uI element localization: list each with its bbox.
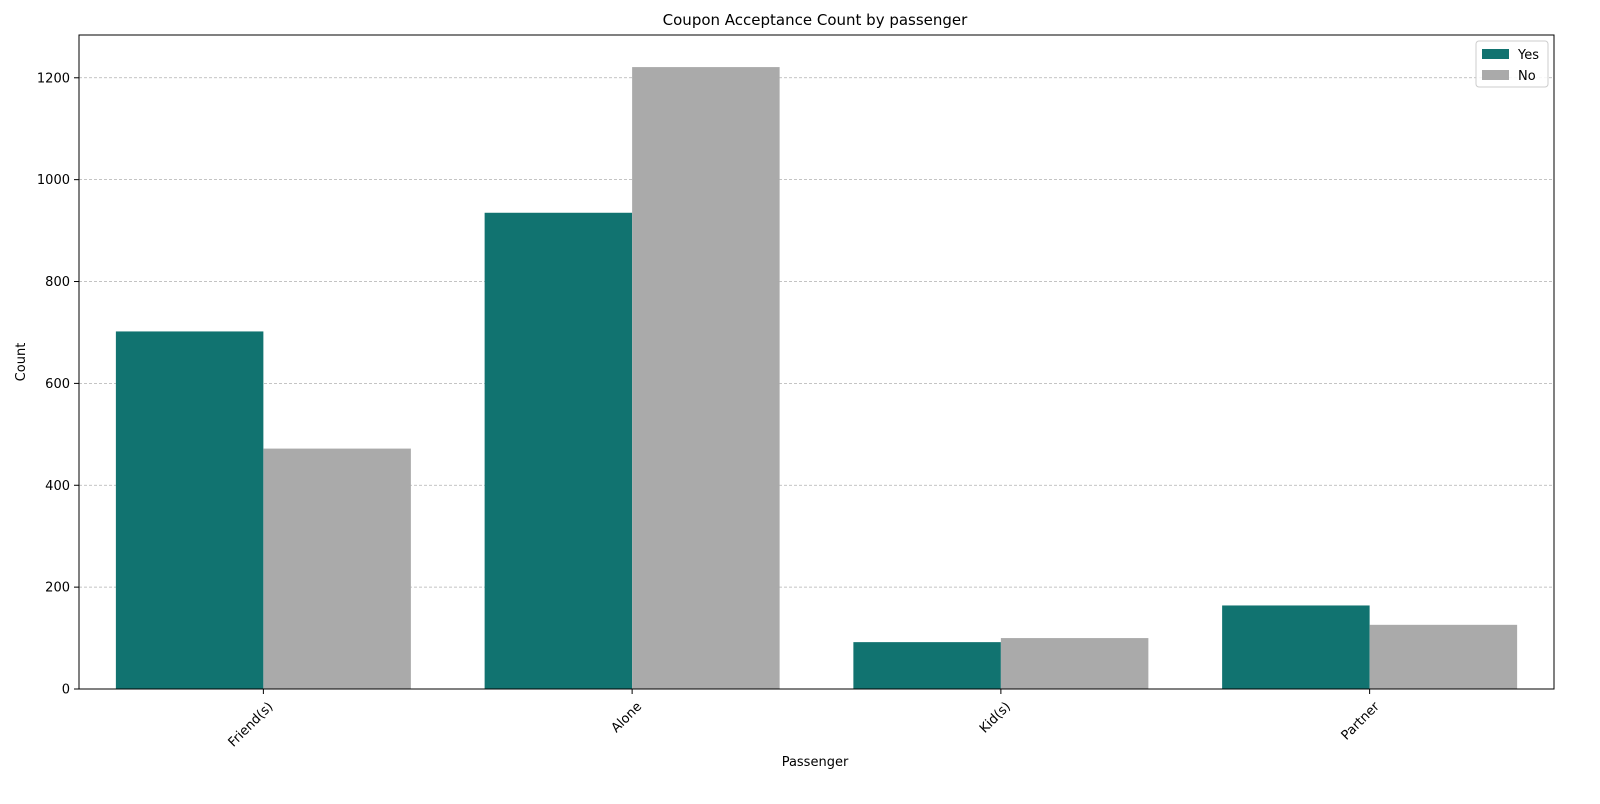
legend-label-yes: Yes	[1517, 48, 1539, 63]
y-axis: 0 200 400 600 800 1000 1200	[37, 71, 79, 698]
bars	[115, 67, 1518, 689]
bar-yes-1	[484, 212, 633, 689]
x-tick-label: Alone	[609, 699, 646, 736]
legend: Yes No	[1475, 40, 1549, 88]
legend-swatch-yes	[1482, 49, 1509, 59]
x-tick-label: Kid(s)	[977, 699, 1014, 736]
bar-yes-2	[853, 642, 1001, 689]
plot-frame	[78, 34, 1555, 690]
bar-no-3	[1369, 624, 1518, 689]
y-tick-label: 600	[45, 377, 70, 392]
legend-label-no: No	[1518, 69, 1536, 84]
bar-yes-3	[1222, 605, 1370, 689]
y-tick-label: 1000	[37, 173, 70, 188]
x-tick-label: Partner	[1339, 699, 1383, 743]
y-tick-label: 200	[45, 581, 70, 596]
bar-no-0	[263, 448, 411, 689]
bar-no-1	[632, 67, 780, 689]
y-tick-label: 1200	[37, 71, 70, 86]
chart-title: Coupon Acceptance Count by passenger	[663, 11, 969, 29]
x-axis-label: Passenger	[782, 755, 849, 770]
x-tick-label: Friend(s)	[226, 699, 277, 750]
y-axis-label: Count	[14, 343, 29, 382]
y-tick-label: 400	[45, 479, 70, 494]
x-axis: Friend(s) Alone Kid(s) Partner	[226, 689, 1383, 750]
bar-yes-0	[115, 331, 264, 689]
bar-no-2	[1000, 638, 1149, 689]
y-tick-label: 800	[45, 275, 70, 290]
y-tick-label: 0	[62, 683, 70, 698]
legend-swatch-no	[1482, 70, 1509, 80]
